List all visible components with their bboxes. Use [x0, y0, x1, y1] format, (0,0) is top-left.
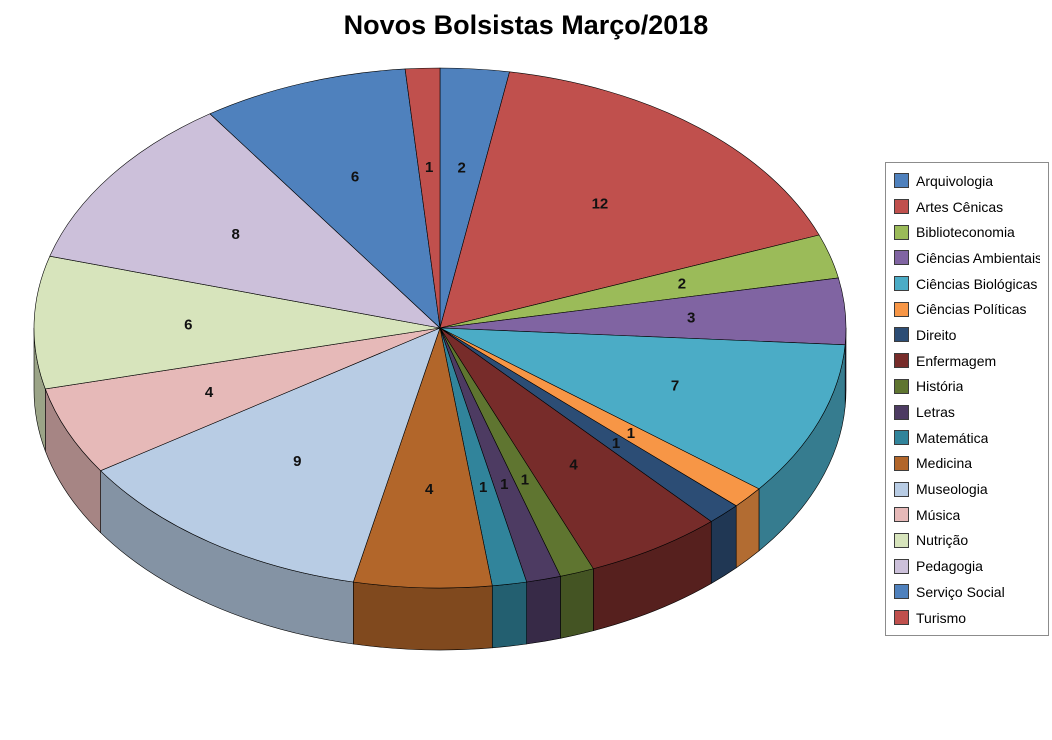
legend-item: Museologia	[894, 476, 1040, 502]
pie-data-label: 6	[351, 168, 359, 185]
legend-swatch-icon	[894, 558, 909, 574]
legend-label: Ciências Ambientais	[916, 249, 1040, 266]
pie-slice-side	[526, 575, 561, 645]
pie-data-label: 3	[687, 310, 695, 327]
legend-label: Museologia	[916, 481, 988, 498]
chart-legend: Arquivologia Artes Cênicas Biblioteconomia…	[885, 162, 1049, 637]
legend-item: Arquivologia	[894, 168, 1040, 194]
pie-slice	[100, 327, 441, 583]
pie-slice	[49, 113, 441, 329]
legend-swatch-icon	[894, 276, 909, 292]
legend-swatch-icon	[894, 532, 909, 548]
legend-label: História	[916, 378, 964, 395]
legend-item: Matemática	[894, 425, 1040, 451]
legend-swatch-icon	[894, 327, 909, 343]
pie-slice-side	[560, 568, 594, 639]
legend-item: Ciências Políticas	[894, 296, 1040, 322]
legend-swatch-icon	[894, 584, 909, 600]
legend-swatch-icon	[894, 353, 909, 369]
legend-item: Direito	[894, 322, 1040, 348]
legend-label: Medicina	[916, 455, 973, 472]
legend-label: Letras	[916, 404, 955, 421]
pie-slice-side	[353, 581, 493, 651]
pie-slice	[439, 327, 846, 490]
legend-swatch-icon	[894, 173, 909, 189]
legend-label: Biblioteconomia	[916, 224, 1015, 241]
legend-item: Ciências Biológicas	[894, 271, 1040, 297]
legend-swatch-icon	[894, 430, 909, 446]
legend-swatch-icon	[894, 378, 909, 394]
pie-data-label: 6	[184, 317, 192, 334]
legend-swatch-icon	[894, 507, 909, 523]
legend-swatch-icon	[894, 250, 909, 266]
legend-item: Ciências Ambientais	[894, 245, 1040, 271]
legend-item: Biblioteconomia	[894, 219, 1040, 245]
pie-data-label: 1	[479, 479, 487, 496]
pie-data-label: 1	[612, 435, 620, 452]
legend-item: História	[894, 374, 1040, 400]
legend-swatch-icon	[894, 610, 909, 626]
pie-slice	[439, 71, 820, 329]
legend-label: Artes Cênicas	[916, 198, 1004, 215]
legend-label: Enfermagem	[916, 352, 997, 369]
chart-title: Novos Bolsistas Março/2018	[343, 10, 709, 40]
pie-data-label: 2	[678, 275, 686, 292]
legend-swatch-icon	[894, 481, 909, 497]
legend-item: Pedagogia	[894, 553, 1040, 579]
legend-swatch-icon	[894, 199, 909, 215]
legend-label: Música	[916, 506, 961, 523]
pie-slice-side	[491, 581, 527, 649]
legend-label: Matemática	[916, 429, 989, 446]
legend-label: Ciências Políticas	[916, 301, 1027, 318]
legend-swatch-icon	[894, 404, 909, 420]
legend-swatch-icon	[894, 301, 909, 317]
legend-item: Nutrição	[894, 528, 1040, 554]
legend-label: Arquivologia	[916, 172, 994, 189]
legend-item: Artes Cênicas	[894, 194, 1040, 220]
pie-data-label: 7	[671, 378, 679, 395]
pie-data-label: 1	[627, 425, 635, 442]
legend-item: Música	[894, 502, 1040, 528]
pie-slice	[353, 327, 493, 589]
legend-label: Nutrição	[916, 532, 969, 549]
pie-data-label: 8	[232, 226, 240, 243]
pie-slice	[45, 327, 441, 471]
pie-data-label: 9	[293, 453, 301, 470]
legend-label: Direito	[916, 326, 957, 343]
legend-swatch-icon	[894, 455, 909, 471]
pie-data-label: 4	[425, 481, 434, 498]
legend-label: Serviço Social	[916, 583, 1005, 600]
pie-data-label: 2	[457, 159, 465, 176]
pie-data-label: 1	[425, 159, 433, 176]
legend-item: Turismo	[894, 605, 1040, 631]
legend-item: Medicina	[894, 451, 1040, 477]
pie-slice	[209, 68, 441, 329]
pie-data-label: 12	[592, 196, 609, 213]
legend-label: Turismo	[916, 609, 967, 626]
pie-slice	[33, 255, 441, 390]
legend-item: Letras	[894, 399, 1040, 425]
legend-item: Enfermagem	[894, 348, 1040, 374]
pie-slice	[404, 67, 441, 329]
pie-data-label: 4	[569, 457, 578, 474]
legend-label: Pedagogia	[916, 558, 983, 575]
pie-data-label: 4	[205, 384, 214, 401]
legend-item: Serviço Social	[894, 579, 1040, 605]
legend-swatch-icon	[894, 224, 909, 240]
pie-data-label: 1	[521, 472, 529, 489]
pie-data-label: 1	[500, 476, 508, 493]
pie-slice	[439, 327, 712, 570]
legend-label: Ciências Biológicas	[916, 275, 1038, 292]
